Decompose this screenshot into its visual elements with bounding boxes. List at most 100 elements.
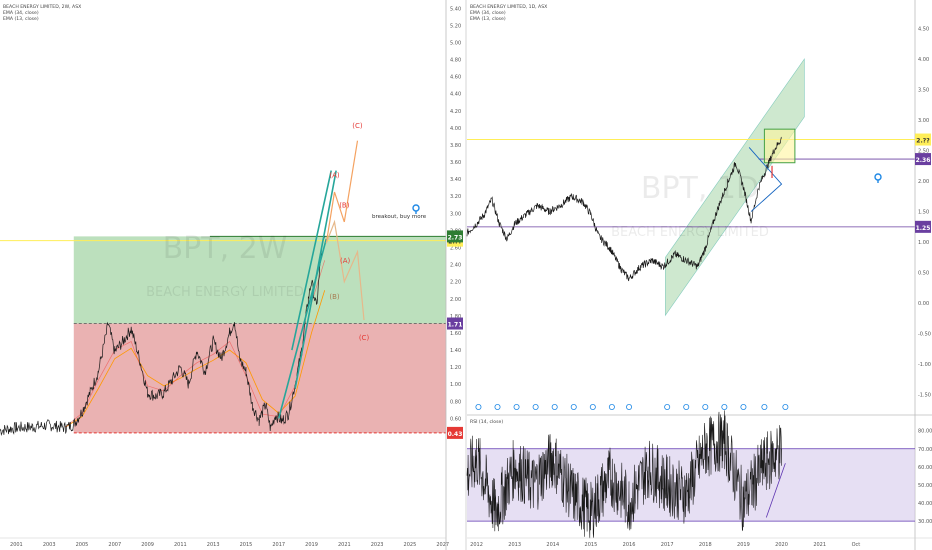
- right-y-tick: 1.50: [918, 210, 929, 216]
- left-x-tick: 2003: [43, 542, 56, 548]
- right-header-line: EMA (13, close): [470, 16, 506, 22]
- left-header-line: EMA (13, close): [3, 16, 39, 22]
- right-y-tick: 0.00: [918, 301, 929, 307]
- left-x-tick: 2021: [338, 542, 351, 548]
- right-event-marker: [551, 403, 558, 410]
- left-location-marker: [412, 204, 420, 212]
- right-channel: [664, 57, 805, 317]
- left-y-tick: 3.40: [450, 177, 461, 183]
- left-x-tick: 2023: [371, 542, 384, 548]
- right-event-marker: [721, 403, 728, 410]
- left-y-tick: 2.00: [450, 297, 461, 303]
- right-event-marker: [532, 403, 539, 410]
- right-price-tag-low: 1.25: [916, 225, 931, 232]
- right-price-tag-low-bg: [915, 220, 931, 233]
- right-event-marker: [740, 403, 747, 410]
- left-header-line: EMA (34, close): [3, 10, 39, 16]
- left-ema13-line: [65, 260, 326, 428]
- right-x-tick: 2021: [813, 542, 826, 548]
- left-x-tick: 2005: [76, 542, 89, 548]
- left-x-tick: 2015: [240, 542, 253, 548]
- left-y-tick: 1.40: [450, 348, 461, 354]
- right-x-tick: 2020: [775, 542, 788, 548]
- left-x-tick: 2011: [174, 542, 187, 548]
- right-y-tick: -1.50: [918, 393, 931, 399]
- left-y-tick: 1.80: [450, 314, 461, 320]
- left-price-tag-low: 0.43: [448, 431, 463, 438]
- right-y-tick: 1.00: [918, 240, 929, 246]
- rsi-y-tick: 50.00: [918, 483, 932, 489]
- right-y-tick: -1.00: [918, 362, 931, 368]
- left-price-tag-top-bg: [447, 230, 463, 243]
- right-x-tick: Oct: [852, 542, 861, 548]
- right-location-marker: [874, 173, 882, 181]
- left-x-tick: 2019: [305, 542, 318, 548]
- right-price-line: [466, 136, 782, 282]
- left-x-tick: 2001: [10, 542, 23, 548]
- left-price-line: [0, 235, 326, 437]
- left-y-tick: 4.00: [450, 126, 461, 132]
- left-y-tick: 3.00: [450, 211, 461, 217]
- rsi-y-tick: 80.00: [918, 429, 932, 435]
- right-x-tick: 2018: [699, 542, 712, 548]
- left-y-tick: 4.20: [450, 109, 461, 115]
- left-x-tick: 2027: [436, 542, 449, 548]
- right-y-tick: 2.50: [918, 149, 929, 155]
- rsi-y-tick: 40.00: [918, 501, 932, 507]
- right-price-tag-top-bg: [915, 153, 931, 166]
- wave-orange-label: (A): [329, 171, 340, 179]
- right-x-tick: 2012: [470, 542, 483, 548]
- left-x-tick: 2013: [207, 542, 220, 548]
- right-price-tag-yellow-bg: [915, 133, 931, 146]
- left-price-tag-mid-bg: [447, 317, 463, 330]
- right-y-tick: 0.50: [918, 271, 929, 277]
- right-x-tick: 2015: [585, 542, 598, 548]
- right-header-line: BEACH ENERGY LIMITED, 1D, ASX: [470, 4, 547, 10]
- right-x-tick: 2013: [508, 542, 521, 548]
- left-y-tick: 1.00: [450, 382, 461, 388]
- right-event-marker: [608, 403, 615, 410]
- right-y-tick: 3.50: [918, 87, 929, 93]
- left-channel-line: [294, 170, 337, 389]
- left-y-tick: 0.60: [450, 416, 461, 422]
- left-y-tick: 5.40: [450, 6, 461, 12]
- right-x-tick: 2016: [623, 542, 636, 548]
- right-event-marker: [761, 403, 768, 410]
- wave-orange-label: (C): [352, 122, 363, 130]
- left-watermark-symbol: BPT, 2W: [163, 231, 288, 266]
- left-price-tag-top: 2.73: [448, 234, 463, 241]
- left-y-tick: 5.00: [450, 40, 461, 46]
- left-chart: BPT, 2W BEACH ENERGY LIMITED (A) (B) (C) (A) (…: [0, 0, 461, 550]
- right-y-tick: -0.50: [918, 332, 931, 338]
- left-y-tick: 2.60: [450, 245, 461, 251]
- right-y-tick: 4.50: [918, 26, 929, 32]
- right-event-marker: [702, 403, 709, 410]
- left-ema34-line: [65, 290, 326, 428]
- left-price-tag-mid: 1.71: [448, 322, 463, 329]
- right-event-marker: [475, 403, 482, 410]
- rsi-header: RSI (14, close): [470, 419, 503, 425]
- left-y-tick: 1.60: [450, 331, 461, 337]
- right-price-tag-yellow: 2.??: [916, 138, 930, 145]
- rsi-y-tick: 70.00: [918, 447, 932, 453]
- right-header-line: EMA (34, close): [470, 10, 506, 16]
- right-chart: BPT, 1D BEACH ENERGY LIMITED BEACH ENERGY …: [465, 0, 932, 550]
- right-event-marker: [494, 403, 501, 410]
- right-event-marker: [513, 403, 520, 410]
- left-y-tick: 1.20: [450, 365, 461, 371]
- wave-orange-path: [325, 140, 359, 244]
- right-watermark-name: BEACH ENERGY LIMITED: [611, 225, 769, 240]
- rsi-trendline: [765, 463, 786, 518]
- right-y-tick: 2.00: [918, 179, 929, 185]
- right-event-marker: [664, 403, 671, 410]
- right-y-tick: 4.00: [918, 57, 929, 63]
- green-zone: [73, 236, 446, 324]
- left-x-tick: 2017: [272, 542, 285, 548]
- left-x-tick: 2007: [108, 542, 121, 548]
- left-y-tick: 3.20: [450, 194, 461, 200]
- right-y-tick: 3.00: [918, 118, 929, 124]
- right-x-tick: 2014: [546, 542, 559, 548]
- right-event-marker: [589, 403, 596, 410]
- left-y-tick: 4.60: [450, 75, 461, 81]
